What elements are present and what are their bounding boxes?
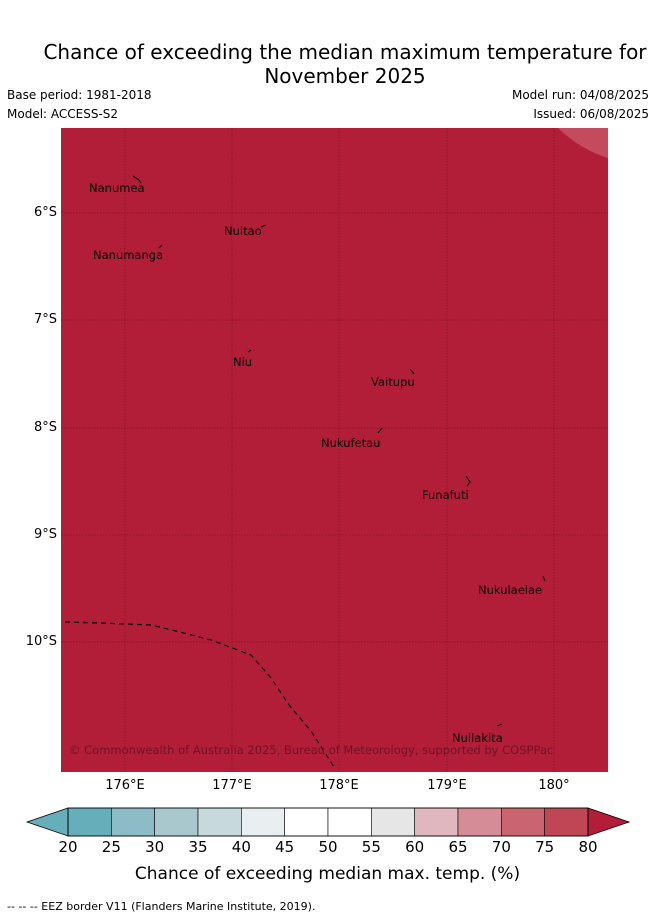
colorbar-tick-label: 25: [101, 838, 121, 856]
colorbar-bin: [501, 807, 545, 837]
island-niu: [247, 349, 252, 353]
colorbar-tick-label: 60: [405, 838, 425, 856]
colorbar-bin: [457, 807, 502, 837]
title-line-1: Chance of exceeding the median maximum t…: [43, 40, 647, 64]
eez-legend-note: -- -- -- EEZ border V11 (Flanders Marine…: [7, 900, 316, 913]
place-label: Funafuti: [422, 488, 469, 502]
island-nukufetau: [377, 427, 383, 434]
colorbar-bins: [67, 807, 589, 837]
colorbar-tick-label: 45: [275, 838, 295, 856]
colorbar-bin: [414, 807, 459, 837]
lower-probability-region: [558, 128, 608, 158]
lon-label: 180°: [538, 778, 570, 793]
island-nukulaelae: [542, 575, 546, 582]
map-area: Nanumea Nuitao Nanumanga Niu Vaitupu Nuk…: [61, 128, 608, 772]
colorbar-bin: [111, 807, 155, 837]
map-svg: Nanumea Nuitao Nanumanga Niu Vaitupu Nuk…: [61, 128, 608, 772]
graticule: [61, 128, 608, 772]
lon-label: 177°E: [212, 778, 252, 793]
colorbar-tick-label: 65: [448, 838, 468, 856]
island-nanumea: [132, 175, 142, 184]
colorbar-tick-label: 75: [535, 838, 555, 856]
lon-label: 176°E: [105, 778, 145, 793]
colorbar-title: Chance of exceeding median max. temp. (%…: [134, 864, 521, 884]
colorbar-bin: [327, 807, 372, 837]
copyright-notice: © Commonwealth of Australia 2025, Bureau…: [69, 743, 553, 757]
place-label: Nanumanga: [93, 248, 163, 262]
lat-label: 7°S: [33, 312, 57, 327]
colorbar-bin: [67, 807, 112, 837]
island-nuilakita: [496, 723, 503, 727]
place-label: Nuilakita: [452, 731, 503, 745]
colorbar-bin: [154, 807, 199, 837]
place-label: Nuitao: [224, 224, 262, 238]
colorbar-tick-label: 40: [231, 838, 251, 856]
title-line-2: November 2025: [264, 64, 426, 88]
colorbar-below-arrow: [25, 807, 69, 837]
colorbar-tick-label: 35: [188, 838, 208, 856]
island-funafuti: [465, 475, 471, 487]
island-nanumanga: [158, 244, 163, 249]
base-period: Base period: 1981-2018: [7, 88, 152, 102]
colorbar-bin: [371, 807, 415, 837]
colorbar-bin: [241, 807, 285, 837]
colorbar-tick-label: 80: [578, 838, 598, 856]
colorbar-tick-label: 55: [361, 838, 381, 856]
islands: [132, 175, 546, 727]
colorbar-bin: [284, 807, 329, 837]
lat-label: 9°S: [33, 527, 57, 542]
lon-label: 178°E: [319, 778, 359, 793]
colorbar-tick-label: 50: [318, 838, 338, 856]
map-title: Chance of exceeding the median maximum t…: [0, 40, 655, 88]
model-name: Model: ACCESS-S2: [7, 107, 119, 121]
place-label: Niu: [233, 355, 252, 369]
place-label: Nukulaelae: [478, 583, 542, 597]
eez-border: [64, 621, 335, 768]
island-vaitupu: [409, 368, 415, 375]
model-run: Model run: 04/08/2025: [511, 88, 649, 102]
place-label: Nanumea: [89, 181, 145, 195]
colorbar-above-arrow: [587, 807, 631, 837]
lat-label: 6°S: [33, 205, 57, 220]
colorbar-tick-label: 70: [491, 838, 511, 856]
lat-label: 10°S: [25, 634, 57, 649]
lat-label: 8°S: [33, 420, 57, 435]
colorbar-bin: [544, 807, 589, 837]
island-nuitao: [260, 224, 267, 228]
colorbar-tick-label: 30: [145, 838, 165, 856]
colorbar-outline: [67, 807, 589, 837]
colorbar-bin: [197, 807, 242, 837]
colorbar-tick-label: 20: [58, 838, 78, 856]
issued-date: Issued: 06/08/2025: [533, 107, 649, 121]
place-label: Nukufetau: [321, 436, 380, 450]
place-label: Vaitupu: [371, 375, 415, 389]
lon-label: 179°E: [427, 778, 467, 793]
